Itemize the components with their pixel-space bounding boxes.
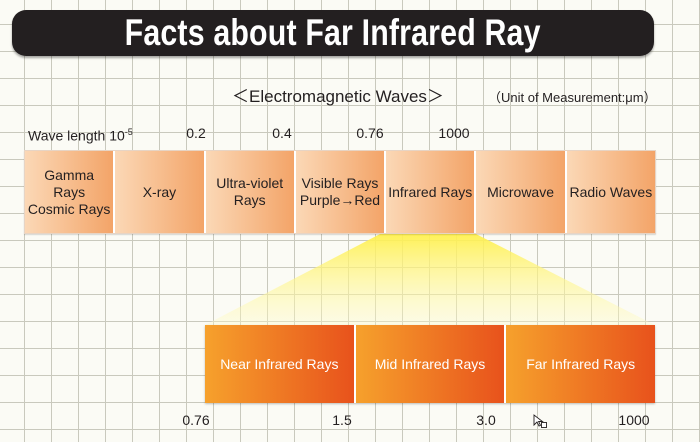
top-tick: 0.76 (356, 125, 384, 141)
diagram-subtitle: ＜Electromagnetic Waves＞ (232, 87, 444, 106)
mouse-pointer-icon (533, 414, 547, 428)
band-label: Microwave (487, 183, 554, 200)
band-label: Near Infrared Rays (220, 356, 339, 372)
bottom-tick: 3.0 (476, 412, 496, 428)
band-ultra-violet: Ultra-violet Rays (205, 151, 296, 233)
page-title: Facts about Far Infrared Ray (125, 12, 541, 53)
band-x-ray: X-ray (115, 151, 206, 233)
band-label: Visible Rays Purple→Red (299, 175, 381, 208)
title-banner: Facts about Far Infrared Ray (12, 10, 654, 56)
top-tick: 1000 (438, 125, 470, 141)
band-near-infrared: Near Infrared Rays (205, 325, 356, 403)
band-label: Far Infrared Rays (526, 356, 636, 372)
top-tick: 0.4 (272, 125, 292, 141)
band-radio: Radio Waves (566, 151, 655, 233)
band-mid-infrared: Mid Infrared Rays (355, 325, 507, 403)
electromagnetic-spectrum-bands: Gamma Rays Cosmic Rays X-ray Ultra-viole… (24, 150, 656, 234)
band-microwave: Microwave (476, 151, 567, 233)
bottom-tick: 1000 (618, 412, 650, 428)
band-label: Gamma Rays Cosmic Rays (27, 166, 111, 217)
top-tick: 0.2 (186, 125, 206, 141)
wavelength-exponent: -5 (124, 127, 133, 137)
band-label: Mid Infrared Rays (374, 356, 486, 372)
infrared-sub-bands: Near Infrared Rays Mid Infrared Rays Far… (205, 325, 656, 403)
band-infrared: Infrared Rays (386, 151, 477, 233)
band-label: Ultra-violet Rays (216, 175, 284, 208)
band-far-infrared: Far Infrared Rays (506, 325, 656, 403)
band-label: Radio Waves (569, 183, 653, 200)
band-visible: Visible Rays Purple→Red (295, 151, 387, 233)
wavelength-label: Wave length 10-5 (28, 127, 133, 144)
bottom-tick: 0.76 (182, 412, 210, 428)
band-gamma-cosmic: Gamma Rays Cosmic Rays (25, 151, 116, 233)
band-label: Infrared Rays (388, 183, 473, 200)
wavelength-label-text: Wave length 10 (28, 127, 125, 144)
unit-note: （Unit of Measurement:μm） (488, 90, 657, 105)
band-label: X-ray (142, 183, 177, 200)
bottom-tick: 1.5 (332, 412, 352, 428)
